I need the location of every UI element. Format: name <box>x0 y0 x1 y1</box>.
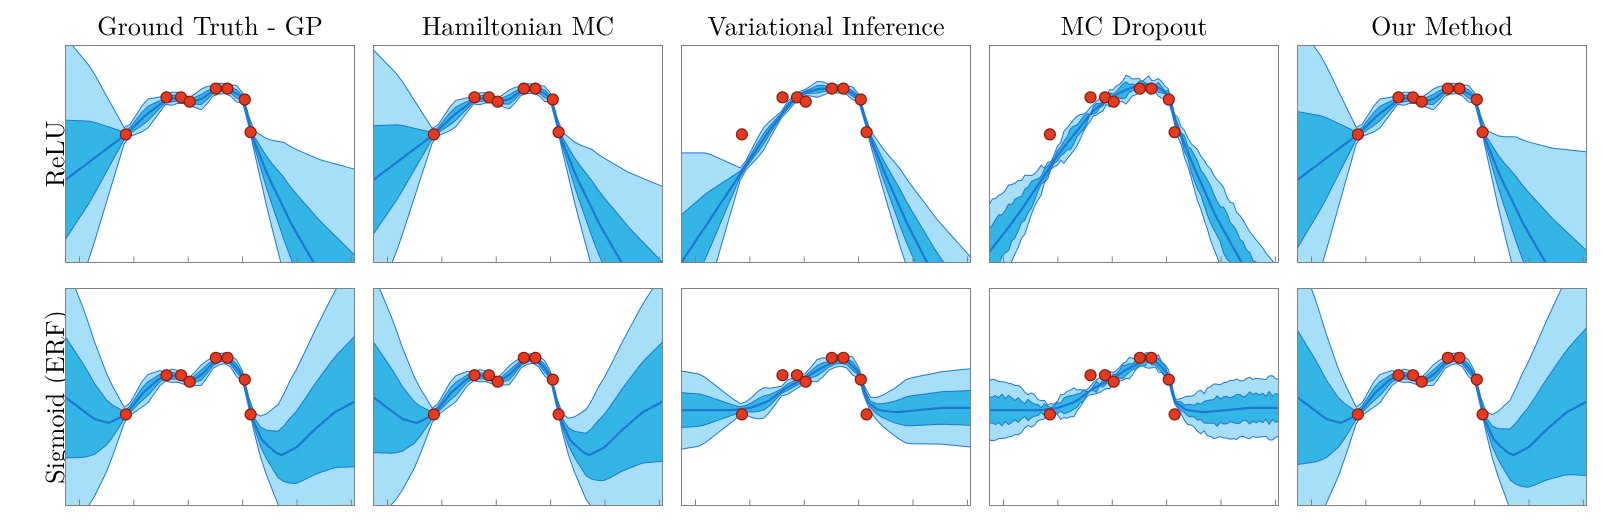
data-point <box>161 92 172 103</box>
data-point <box>855 374 866 385</box>
data-point <box>245 127 256 138</box>
data-point <box>1471 94 1482 105</box>
data-point <box>855 94 866 105</box>
data-point <box>861 127 872 138</box>
data-point <box>1352 129 1363 140</box>
data-point <box>736 129 747 140</box>
data-point <box>1454 352 1465 363</box>
panel-relu-mcd <box>989 45 1279 263</box>
data-point <box>1085 370 1096 381</box>
panel-sigmoid-vi <box>681 288 971 506</box>
data-point <box>777 370 788 381</box>
data-point <box>120 409 131 420</box>
column-title-vi: Variational Inference <box>681 6 971 43</box>
data-point <box>1108 96 1119 107</box>
data-point <box>1146 83 1157 94</box>
data-point <box>826 352 837 363</box>
panel-sigmoid-ours <box>1297 288 1587 506</box>
panel-relu-hmc <box>373 45 663 263</box>
data-point <box>1454 83 1465 94</box>
data-point <box>210 352 221 363</box>
data-point <box>800 376 811 387</box>
data-point <box>1352 409 1363 420</box>
column-title-mcd: MC Dropout <box>989 6 1279 43</box>
panel-relu-vi <box>681 45 971 263</box>
data-point <box>530 352 541 363</box>
data-point <box>161 370 172 381</box>
data-point <box>553 127 564 138</box>
data-point <box>492 96 503 107</box>
data-point <box>1393 370 1404 381</box>
data-point <box>222 83 233 94</box>
data-point <box>492 376 503 387</box>
data-point <box>838 352 849 363</box>
data-point <box>1477 127 1488 138</box>
data-point <box>1163 94 1174 105</box>
panel-sigmoid-mcd <box>989 288 1279 506</box>
data-point <box>838 83 849 94</box>
data-point <box>1163 374 1174 385</box>
data-point <box>469 370 480 381</box>
data-point <box>120 129 131 140</box>
data-point <box>777 92 788 103</box>
data-point <box>1146 352 1157 363</box>
data-point <box>547 94 558 105</box>
data-point <box>1134 352 1145 363</box>
data-point <box>428 409 439 420</box>
data-point <box>1044 129 1055 140</box>
data-point <box>518 83 529 94</box>
data-point <box>428 129 439 140</box>
data-point <box>736 409 747 420</box>
data-point <box>1416 96 1427 107</box>
panel-relu-gp <box>65 45 355 263</box>
panel-sigmoid-gp <box>65 288 355 506</box>
data-point <box>1442 352 1453 363</box>
data-point <box>222 352 233 363</box>
data-point <box>245 409 256 420</box>
data-point <box>1169 409 1180 420</box>
column-title-hmc: Hamiltonian MC <box>373 6 663 43</box>
data-point <box>861 409 872 420</box>
data-point <box>469 92 480 103</box>
uncertainty-band-inner <box>989 81 1279 263</box>
data-point <box>1044 409 1055 420</box>
data-point <box>1134 83 1145 94</box>
uncertainty-band-outer <box>681 81 971 263</box>
data-point <box>800 96 811 107</box>
data-point <box>1442 83 1453 94</box>
data-point <box>184 96 195 107</box>
column-title-gp: Ground Truth - GP <box>65 6 355 43</box>
data-point <box>184 376 195 387</box>
data-point <box>210 83 221 94</box>
data-point <box>826 83 837 94</box>
uncertainty-comparison-figure: Ground Truth - GP Hamiltonian MC Variation… <box>0 0 1603 521</box>
data-point <box>1416 376 1427 387</box>
data-point <box>239 94 250 105</box>
data-point <box>1169 127 1180 138</box>
data-point <box>530 83 541 94</box>
data-point <box>1085 92 1096 103</box>
data-point <box>1477 409 1488 420</box>
column-title-ours: Our Method <box>1297 6 1587 43</box>
data-point <box>1393 92 1404 103</box>
data-point <box>547 374 558 385</box>
data-point <box>518 352 529 363</box>
panel-relu-ours <box>1297 45 1587 263</box>
data-point <box>239 374 250 385</box>
data-point <box>1108 376 1119 387</box>
panel-sigmoid-hmc <box>373 288 663 506</box>
data-point <box>553 409 564 420</box>
data-point <box>1471 374 1482 385</box>
